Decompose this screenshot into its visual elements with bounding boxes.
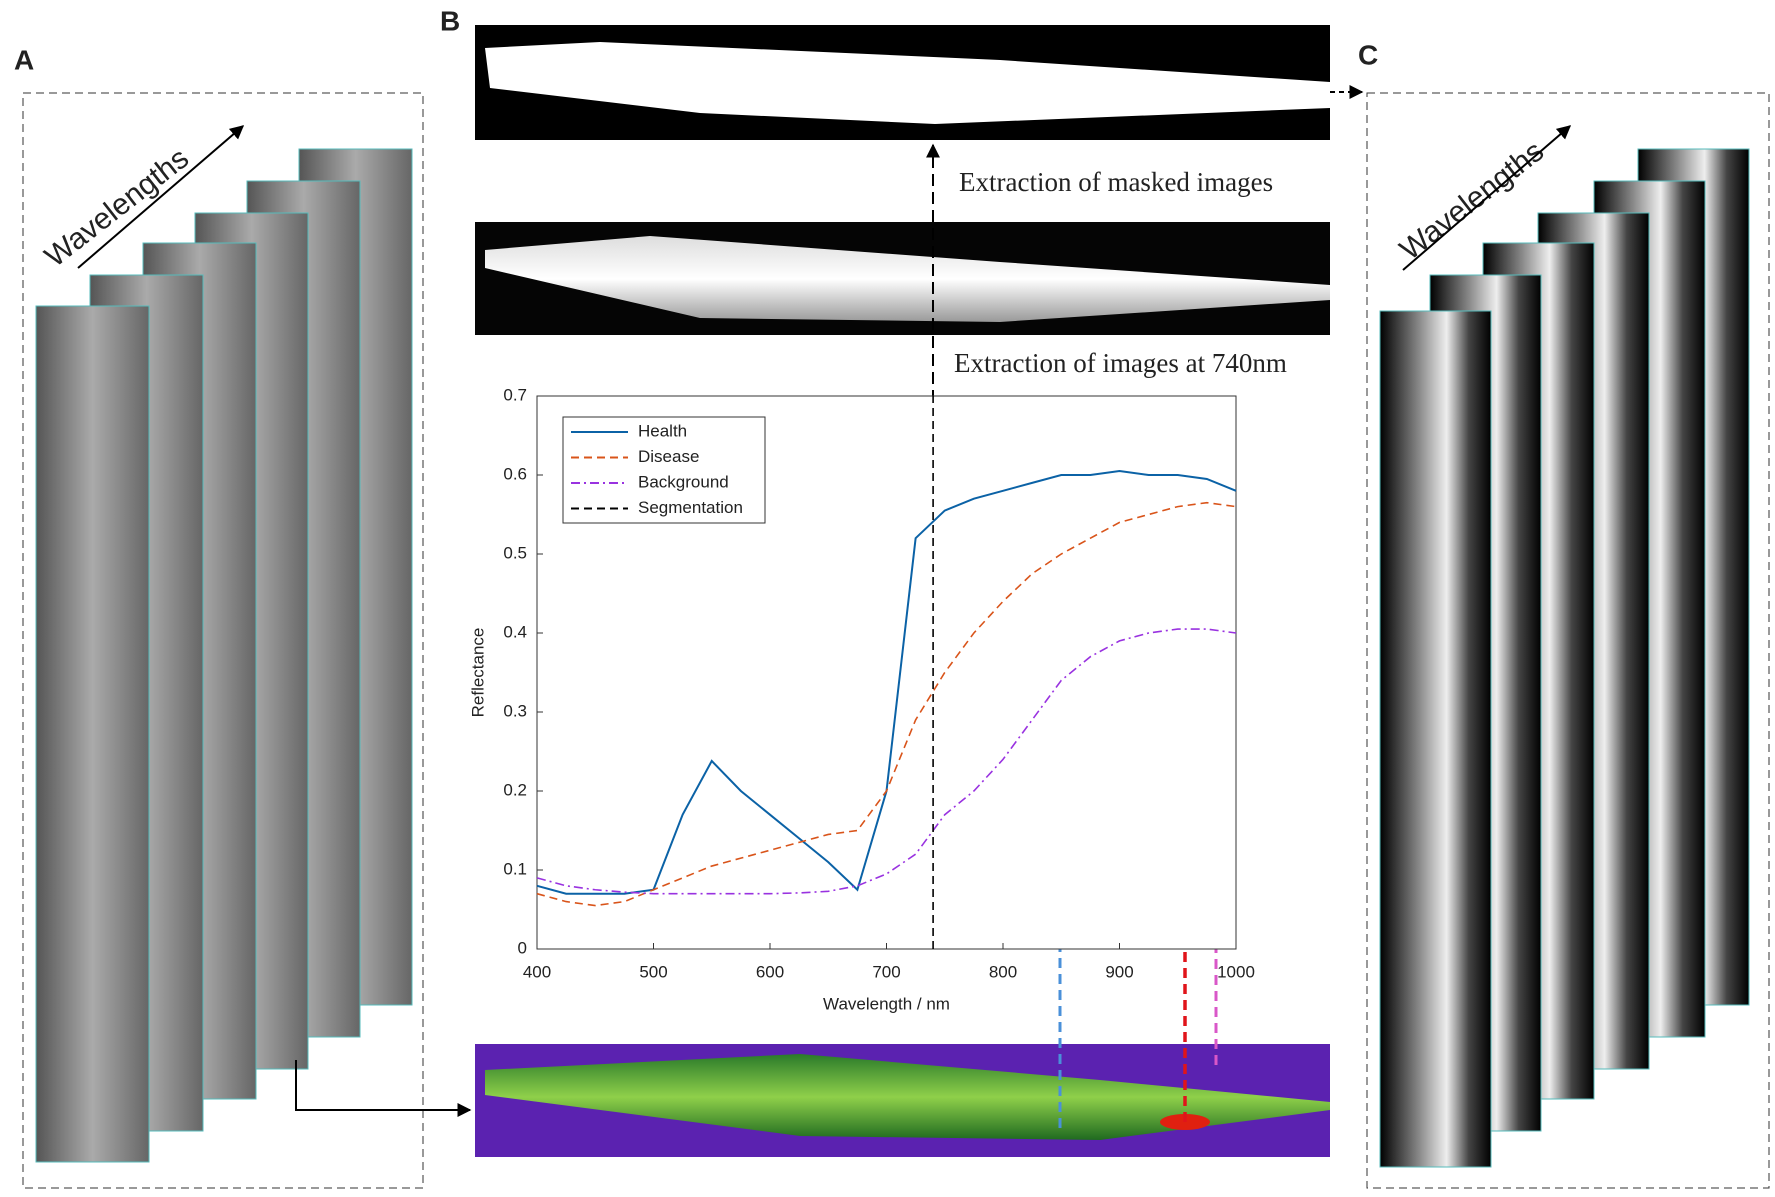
legend-label: Background [638,472,729,491]
annotation: Extraction of masked images [959,167,1273,197]
y-tick-label: 0.5 [503,543,527,562]
y-axis-label: Reflectance [468,628,487,718]
legend-label: Disease [638,447,699,466]
y-tick-label: 0.6 [503,464,527,483]
series-line [536,628,1237,895]
image-stack [1379,148,1750,1168]
x-tick-label: 700 [872,962,900,981]
x-tick-label: 900 [1105,962,1133,981]
y-tick-label: 0.4 [503,622,527,641]
image-slice [1379,310,1492,1168]
arrow [295,1060,472,1117]
x-tick-label: 1000 [1217,962,1255,981]
legend-label: Health [638,421,687,440]
series-line [536,501,1237,907]
annotation: Extraction of images at 740nm [954,348,1287,378]
panel-label: A [14,44,34,75]
x-tick-label: 500 [639,962,667,981]
panel-box [1366,92,1770,1189]
chart: 400 500 600 700 800 900 1000 0 0.1 0.2 0.3 0.4 0.5 0.… [468,385,1254,1013]
arrow [77,125,245,269]
legend-box [562,416,766,524]
arrow [1402,125,1572,271]
y-tick-label: 0 [518,938,527,957]
panel-label: B [440,5,460,36]
panel-box [22,92,424,1189]
x-tick-label: 800 [989,962,1017,981]
x-axis-label: Wavelength / nm [823,994,950,1013]
x-tick-label: 600 [756,962,784,981]
image-slice [35,305,150,1163]
y-tick-label: 0.1 [503,859,527,878]
leaf [485,236,1330,322]
panel-label: C [1358,39,1378,70]
image-stack [35,148,413,1163]
x-tick-label: 400 [523,962,551,981]
leaf [485,1054,1330,1140]
y-tick-label: 0.7 [503,385,527,404]
leaf-mask [485,42,1330,124]
y-tick-label: 0.3 [503,701,527,720]
y-tick-label: 0.2 [503,780,527,799]
legend-label: Segmentation [638,498,743,517]
